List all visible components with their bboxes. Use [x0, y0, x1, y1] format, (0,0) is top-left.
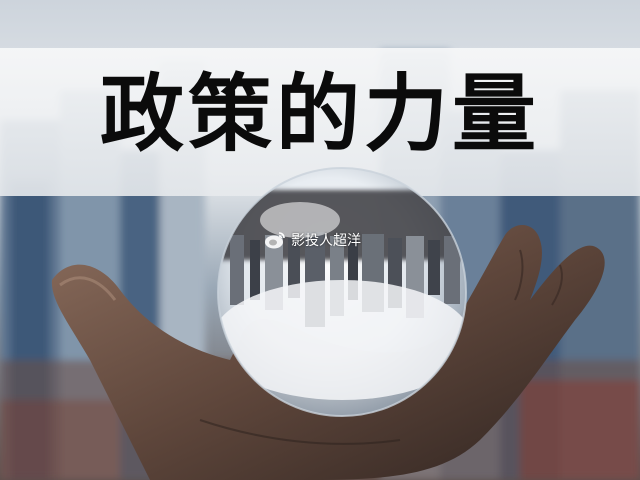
watermark-text: 影投人超洋	[291, 233, 361, 249]
weibo-icon	[265, 232, 285, 249]
crystal-ball	[217, 167, 467, 417]
headline: 政策的力量	[99, 65, 540, 163]
watermark: 影投人超洋	[264, 229, 361, 251]
